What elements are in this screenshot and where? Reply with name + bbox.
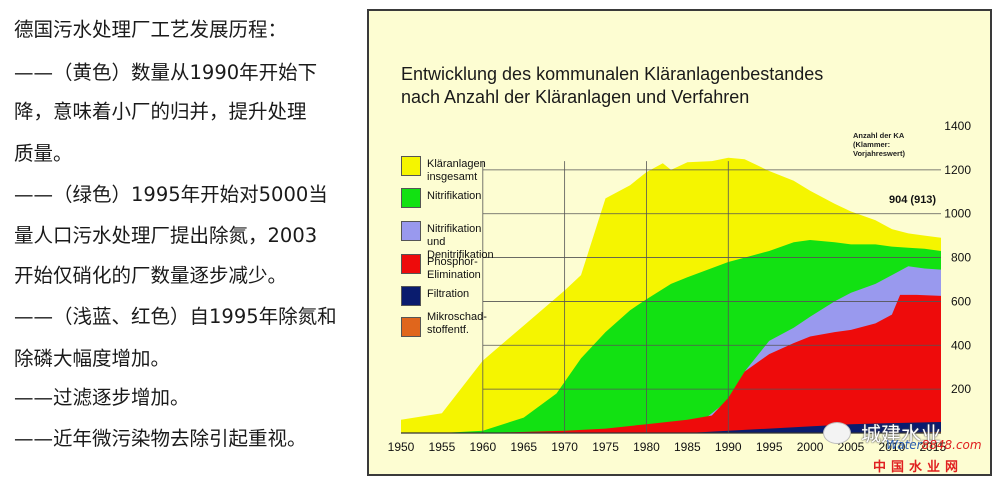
y-tick-label: 1000 [944, 207, 971, 221]
legend-label: Kläranlagen insgesamt [427, 158, 486, 183]
chart-title-line-1: Entwicklung des kommunalen Kläranlagenbe… [401, 64, 824, 84]
wechat-icon [823, 422, 851, 444]
description-line: ——过滤逐步增加。 [14, 386, 190, 409]
x-tick-label: 1970 [551, 440, 578, 454]
x-tick-label: 1990 [715, 440, 742, 454]
x-tick-label: 2015 [919, 440, 946, 454]
description-line: 降，意味着小厂的归并，提升处理 [14, 100, 307, 123]
chart-panel: 1950 1955 1960 1965 1970 1975 1980 1985 1990 1995… [367, 9, 992, 476]
x-tick-label: 2005 [838, 440, 865, 454]
y-tick-label: 1400 [944, 119, 971, 133]
description-line: ——（浅蓝、红色）自1995年除氮和 [14, 305, 337, 328]
legend-swatch [401, 156, 421, 176]
x-tick-label: 1995 [756, 440, 783, 454]
area-series-3 [482, 294, 941, 433]
description-line: ——（绿色）1995年开始对5000当 [14, 183, 328, 206]
legend-swatch [401, 286, 421, 306]
x-tick-label: 1955 [429, 440, 456, 454]
legend-swatch [401, 221, 421, 241]
y-tick-label: 1200 [944, 163, 971, 177]
legend-label: Nitrifikation [427, 190, 482, 202]
x-tick-label: 1950 [388, 440, 415, 454]
y-tick-label: 400 [951, 338, 971, 352]
x-tick-label: 2010 [879, 440, 906, 454]
x-tick-label: 1985 [674, 440, 701, 454]
description-line: ——近年微污染物去除引起重视。 [14, 427, 307, 450]
watermark: 城建水业 Water8848.com 中国水业网 [823, 418, 995, 478]
description-line: 开始仅硝化的厂数量逐步减少。 [14, 264, 288, 287]
x-tick-label: 1975 [592, 440, 619, 454]
y-tick-label: 200 [951, 382, 971, 396]
watermark-site-name: 中国水业网 [873, 460, 964, 475]
description-panel: 德国污水处理厂工艺发展历程： ——（黄色）数量从1990年开始下 降，意味着小厂的归… [0, 0, 362, 481]
legend-label: Filtration [427, 288, 470, 300]
watermark-url-suffix: 8848.com [921, 438, 982, 452]
description-line: 除磷大幅度增加。 [14, 347, 171, 370]
watermark-logo-text: 城建水业 [861, 422, 941, 446]
watermark-url: Water8848.com [886, 438, 982, 452]
description-line: 德国污水处理厂工艺发展历程： [14, 18, 288, 41]
chart-title-line-2: nach Anzahl der Kläranlagen und Verfahre… [401, 87, 750, 107]
legend-label: Phosphor-Elimination [427, 256, 481, 281]
legend-swatch [401, 188, 421, 208]
count-annotation: 904 (913) [889, 194, 937, 206]
watermark-url-prefix: Water [886, 438, 922, 452]
description-line: 质量。 [14, 142, 73, 165]
y-axis-header: Anzahl der KA (Klammer: Vorjahreswert) [853, 131, 905, 158]
x-tick-label: 2000 [797, 440, 824, 454]
x-tick-label: 1960 [469, 440, 496, 454]
description-line: ——（黄色）数量从1990年开始下 [14, 61, 318, 84]
legend-label: Mikroschad- stoffentf. [427, 311, 487, 336]
description-line: 量人口污水处理厂提出除氮，2003 [14, 224, 318, 247]
legend-swatch [401, 254, 421, 274]
y-tick-label: 600 [951, 294, 971, 308]
chart-plot: 1950 1955 1960 1965 1970 1975 1980 1985 1990 1995… [388, 119, 972, 454]
x-tick-label: 1965 [510, 440, 537, 454]
y-tick-label: 800 [951, 251, 971, 265]
legend-label: Nitrifikation und Denitrifikation [427, 223, 494, 261]
x-tick-label: 1980 [633, 440, 660, 454]
area-series-4 [687, 422, 941, 433]
legend-swatch [401, 317, 421, 337]
